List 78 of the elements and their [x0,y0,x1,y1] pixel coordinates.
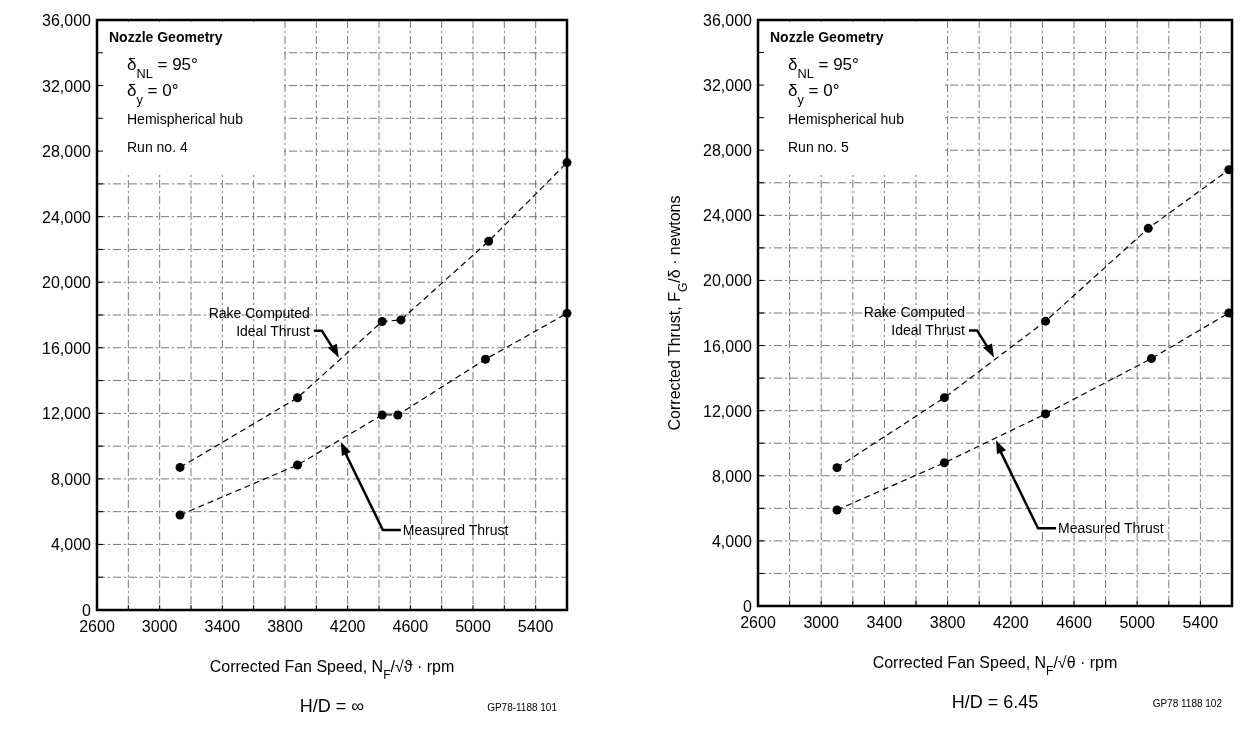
x-tick-label: 5000 [1119,614,1156,631]
x-tick-label: 2600 [740,614,776,631]
point [1041,316,1051,326]
y-tick-label: 12,000 [42,405,92,423]
text: Measured Thrust [402,521,509,538]
point [481,354,491,364]
point [1146,354,1156,364]
point [939,393,949,403]
x-tick-label: 4600 [1056,614,1092,631]
text: Measured Thrust [1058,520,1164,537]
annotation: Run no. 5 [788,139,849,155]
y-tick-label: 32,000 [42,77,92,95]
x-tick-label: 5400 [1182,614,1219,631]
annotation: Run no. 4 [127,139,188,155]
x-tick-label: 5400 [517,618,554,635]
x-tick-label: 5000 [455,618,491,635]
y-tick-label: 32,000 [703,77,753,95]
annotation: Hemispherical hub [788,111,905,127]
point [377,410,387,420]
annotation: δ$_{NL}$ = 95° [127,55,198,81]
point [1041,409,1051,419]
point [939,458,949,468]
annotation: δ$_{y}$ = 0° [788,81,840,107]
point [293,460,303,470]
point [1143,223,1153,233]
y-tick-label: 16,000 [703,337,753,355]
y-tick-label: 0 [743,598,753,615]
point [832,463,842,473]
text: Rake Computed Ideal Thrust [863,304,966,339]
x-tick-label: 4200 [329,618,366,635]
point [484,236,494,246]
x-tick-label: 3000 [141,618,178,635]
y-tick-label: 4,000 [711,532,753,550]
x-tick-label: 3000 [803,614,840,631]
y-tick-label: 8,000 [50,470,92,488]
y-tick-label: 0 [82,602,92,619]
y-tick-label: 28,000 [703,142,753,160]
y-tick-label: 4,000 [50,536,92,554]
point [175,510,185,520]
point [293,393,303,403]
annotation: Hemispherical hub [127,111,244,127]
point [396,315,406,325]
y-tick-label: 24,000 [42,208,92,226]
point [832,505,842,515]
point [377,317,387,327]
x-tick-label: 3400 [866,614,903,631]
x-tick-label: 3800 [267,618,303,635]
text: H/D = ∞ [299,696,365,716]
y-tick-label: 36,000 [703,12,753,29]
x-axis-title: Corrected Fan Speed, N$_{F}$/√ϑ · rpm [209,658,455,682]
point [1224,308,1234,318]
text: H/D = 6.45 [951,692,1039,712]
text: Rake Computed Ideal Thrust [208,304,310,339]
y-tick-label: 24,000 [703,207,753,225]
point [393,410,403,420]
x-tick-label: 4200 [993,614,1029,631]
annotation: Nozzle Geometry [109,29,223,45]
y-tick-label: 36,000 [42,12,92,29]
x-axis-title: Corrected Fan Speed, N$_{F}$/√θ · rpm [872,654,1118,678]
x-tick-label: 3800 [929,614,966,631]
annotation: Nozzle Geometry [770,29,884,45]
x-tick-label: 3400 [204,618,241,635]
annotation: δ$_{y}$ = 0° [127,81,179,107]
point [562,308,572,318]
x-tick-label: 4600 [392,618,429,635]
text: GP78-1188 101 [487,702,558,713]
text: GP78 1188 102 [1152,698,1223,709]
point [175,462,185,472]
y-tick-label: 8,000 [711,467,753,485]
point [1224,165,1234,175]
y-tick-label: 12,000 [703,402,753,420]
y-tick-label: 20,000 [703,272,753,290]
x-tick-label: 2600 [79,618,115,635]
y-tick-label: 16,000 [42,339,92,357]
annotation: δ$_{NL}$ = 95° [788,55,859,81]
point [562,158,572,168]
y-tick-label: 28,000 [42,143,92,161]
y-tick-label: 20,000 [42,274,92,292]
